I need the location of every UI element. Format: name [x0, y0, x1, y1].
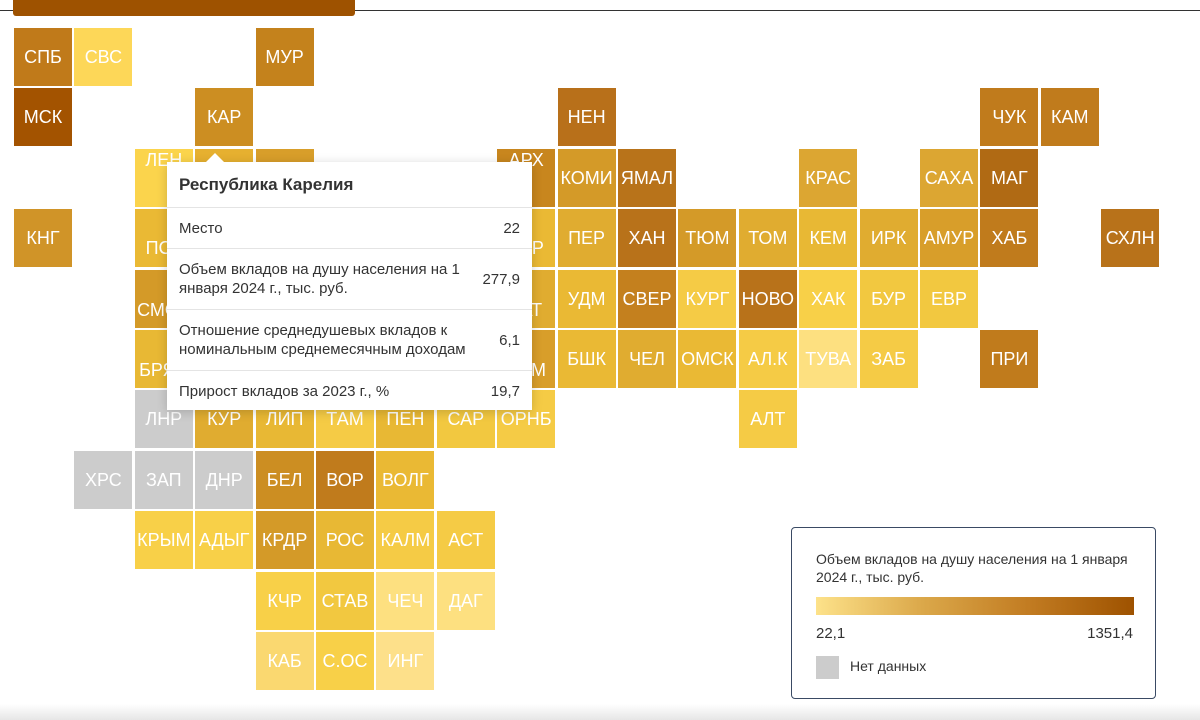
- tooltip-arrow: [205, 153, 225, 163]
- region-tile[interactable]: СВС: [74, 28, 133, 86]
- region-tile[interactable]: БУР: [859, 269, 918, 328]
- region-tile[interactable]: МУР: [255, 28, 314, 86]
- region-tile[interactable]: КЕМ: [799, 209, 858, 268]
- region-tile[interactable]: ХРС: [74, 450, 133, 509]
- region-tile[interactable]: БШК: [557, 330, 616, 388]
- region-tile[interactable]: РОС: [316, 511, 374, 570]
- tooltip-row-ratio: Отношение среднедушевых вкладов к номина…: [167, 310, 532, 371]
- region-tile[interactable]: ИРК: [859, 209, 918, 268]
- region-tile[interactable]: ЗАП: [134, 450, 193, 509]
- tooltip-label: Объем вкладов на душу населения на 1 янв…: [179, 261, 460, 297]
- region-tile[interactable]: ВОР: [316, 450, 374, 509]
- region-tile[interactable]: ПЕР: [557, 209, 616, 268]
- region-tooltip: Республика Карелия Место 22 Объем вкладо…: [167, 153, 532, 411]
- region-tile[interactable]: КАМ: [1040, 88, 1099, 147]
- region-tile[interactable]: БЕЛ: [255, 450, 314, 509]
- region-tile[interactable]: ЕВР: [920, 269, 978, 328]
- region-tile[interactable]: АЛТ: [738, 390, 797, 449]
- region-tile[interactable]: КОМИ: [557, 148, 616, 207]
- map-legend: Объем вкладов на душу населения на 1 янв…: [791, 527, 1156, 699]
- region-tile[interactable]: ПРИ: [980, 330, 1039, 388]
- region-tile[interactable]: САХА: [920, 148, 978, 207]
- region-tile[interactable]: СХЛН: [1101, 209, 1160, 268]
- region-tile[interactable]: ХАН: [618, 209, 676, 268]
- header-bar: [13, 0, 355, 16]
- tooltip-row-deposits: Объем вкладов на душу населения на 1 янв…: [167, 249, 532, 310]
- region-tile[interactable]: МСК: [14, 88, 72, 147]
- region-tile[interactable]: ЯМАЛ: [618, 148, 676, 207]
- region-tile[interactable]: АЛ.К: [738, 330, 797, 388]
- region-tile[interactable]: ТОМ: [738, 209, 797, 268]
- region-tile[interactable]: УДМ: [557, 269, 616, 328]
- legend-title: Объем вкладов на душу населения на 1 янв…: [816, 551, 1128, 585]
- region-tile[interactable]: КАЛМ: [376, 511, 435, 570]
- tooltip-value: 19,7: [490, 382, 520, 400]
- region-tile[interactable]: СПБ: [14, 28, 72, 86]
- region-tile[interactable]: КУРГ: [678, 269, 737, 328]
- region-tile[interactable]: ЧЕЧ: [376, 571, 435, 630]
- region-tile[interactable]: АДЫГ: [195, 511, 254, 570]
- legend-color-scale: [816, 597, 1134, 615]
- tooltip-value: 22: [503, 219, 520, 237]
- region-tile[interactable]: ЧУК: [980, 88, 1039, 147]
- region-tile[interactable]: КРДР: [255, 511, 314, 570]
- legend-min: 22,1: [816, 625, 846, 642]
- region-tile[interactable]: АСТ: [436, 511, 495, 570]
- region-tile[interactable]: ДНР: [195, 450, 254, 509]
- region-tile[interactable]: С.ОС: [316, 632, 374, 690]
- region-tile[interactable]: КНГ: [14, 209, 72, 268]
- region-tile[interactable]: КРЫМ: [134, 511, 193, 570]
- region-tile[interactable]: СТАВ: [316, 571, 374, 630]
- region-tile[interactable]: НОВО: [738, 269, 797, 328]
- region-tile[interactable]: МАГ: [980, 148, 1039, 207]
- region-tile[interactable]: АМУР: [920, 209, 978, 268]
- region-tile[interactable]: ТЮМ: [678, 209, 737, 268]
- region-tile[interactable]: ЧЕЛ: [618, 330, 676, 388]
- bottom-fade: [0, 704, 1200, 720]
- region-tile[interactable]: НЕН: [557, 88, 616, 147]
- tooltip-row-rank: Место 22: [167, 208, 532, 249]
- region-tile[interactable]: ХАБ: [980, 209, 1039, 268]
- legend-no-data-swatch: [816, 656, 839, 679]
- tooltip-value: 6,1: [499, 331, 520, 349]
- tooltip-value: 277,9: [482, 270, 520, 288]
- region-tile[interactable]: КАР: [195, 88, 254, 147]
- tooltip-label: Место: [179, 219, 223, 237]
- region-tile[interactable]: КЧР: [255, 571, 314, 630]
- region-tile[interactable]: СВЕР: [618, 269, 676, 328]
- region-tile[interactable]: ТУВА: [799, 330, 858, 388]
- top-divider: [0, 10, 1200, 11]
- region-tile[interactable]: ВОЛГ: [376, 450, 435, 509]
- region-tile[interactable]: ИНГ: [376, 632, 435, 690]
- region-tile[interactable]: КРАС: [799, 148, 858, 207]
- region-tile[interactable]: КАБ: [255, 632, 314, 690]
- region-tile[interactable]: ДАГ: [436, 571, 495, 630]
- region-tile[interactable]: ЗАБ: [859, 330, 918, 388]
- legend-max: 1351,4: [1087, 625, 1133, 642]
- tooltip-title: Республика Карелия: [167, 162, 532, 208]
- region-tile[interactable]: ХАК: [799, 269, 858, 328]
- tooltip-label: Отношение среднедушевых вкладов к номина…: [179, 322, 466, 358]
- tooltip-row-growth: Прирост вкладов за 2023 г., % 19,7: [167, 371, 532, 411]
- tooltip-label: Прирост вкладов за 2023 г., %: [179, 382, 390, 400]
- legend-no-data-label: Нет данных: [850, 658, 927, 674]
- region-tile[interactable]: ОМСК: [678, 330, 737, 388]
